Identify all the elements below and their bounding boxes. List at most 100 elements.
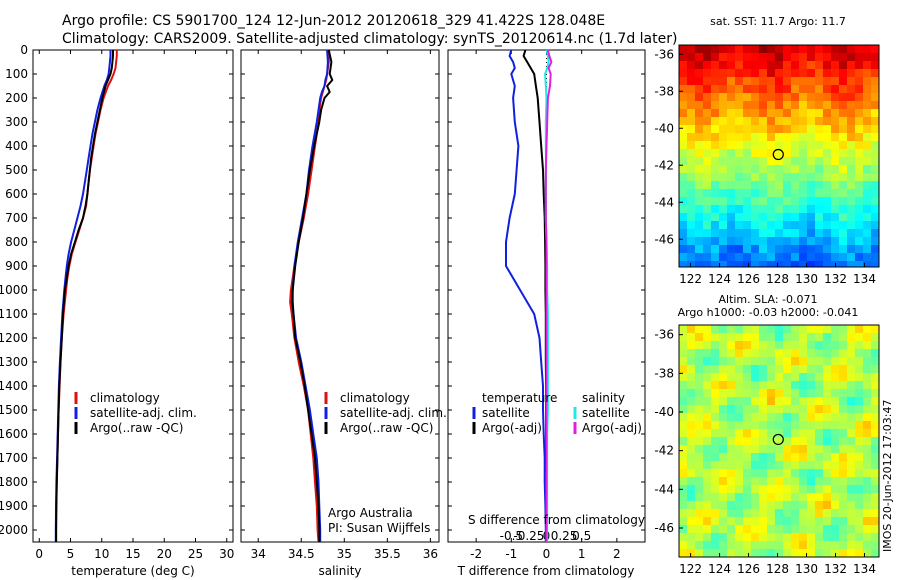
map-cell xyxy=(871,213,879,222)
map-cell xyxy=(711,245,720,254)
map-cell xyxy=(751,333,760,342)
map-cell xyxy=(799,261,808,267)
map-cell xyxy=(807,341,816,350)
legend-t-argo: Argo(-adj) xyxy=(482,421,542,435)
map-cell xyxy=(855,101,864,110)
map-cell xyxy=(855,93,864,102)
map-cell xyxy=(815,181,824,190)
map-cell xyxy=(799,93,808,102)
map-cell xyxy=(783,245,792,254)
map-cell xyxy=(719,485,728,494)
map-cell xyxy=(703,221,712,230)
ytick-label-depth: 1500 xyxy=(0,403,28,417)
map-cell xyxy=(783,485,792,494)
map-cell xyxy=(695,181,704,190)
map-cell xyxy=(799,533,808,542)
ytick-label-depth: 800 xyxy=(5,235,28,249)
map-cell xyxy=(735,477,744,486)
map-cell xyxy=(719,549,728,557)
map-cell xyxy=(863,125,872,134)
map-cell xyxy=(807,485,816,494)
map-cell xyxy=(807,453,816,462)
map-cell xyxy=(831,445,840,454)
map-cell xyxy=(751,165,760,174)
map-cell xyxy=(735,197,744,206)
map-cell xyxy=(703,389,712,398)
header-line1: Argo profile: CS 5901700_124 12-Jun-2012… xyxy=(62,13,605,29)
map-cell xyxy=(679,85,688,94)
map-cell xyxy=(719,525,728,534)
map-cell xyxy=(759,237,768,246)
map-cell xyxy=(711,389,720,398)
map-cell xyxy=(711,325,720,334)
map-cell xyxy=(695,453,704,462)
ytick-label-depth: 1800 xyxy=(0,475,28,489)
map-cell xyxy=(831,341,840,350)
map-cell xyxy=(831,61,840,70)
ytick-label-depth: 1400 xyxy=(0,379,28,393)
map-cell xyxy=(847,509,856,518)
map-cell xyxy=(863,117,872,126)
map-cell xyxy=(719,85,728,94)
map-cell xyxy=(711,149,720,158)
map-cell xyxy=(871,453,879,462)
map-cell xyxy=(727,149,736,158)
map-cell xyxy=(871,405,879,414)
map-cell xyxy=(871,493,879,502)
map-cell xyxy=(807,85,816,94)
map-cell xyxy=(855,333,864,342)
map-cell xyxy=(775,509,784,518)
xtick-label-temperature: 30 xyxy=(219,547,234,561)
map-cell xyxy=(823,469,832,478)
series-salinity-climatology xyxy=(289,50,330,543)
map-cell xyxy=(815,125,824,134)
map-cell xyxy=(783,341,792,350)
salinity-legend: climatology satellite-adj. clim. Argo(..… xyxy=(324,391,447,535)
map-cell xyxy=(863,405,872,414)
map-cell xyxy=(831,181,840,190)
ytick-label-depth: 1700 xyxy=(0,451,28,465)
map-ytick-label: -38 xyxy=(654,84,674,98)
map-cell xyxy=(703,253,712,262)
map-cell xyxy=(759,493,768,502)
map-cell xyxy=(815,45,824,54)
map-cell xyxy=(743,405,752,414)
map-cell xyxy=(767,397,776,406)
map-cell xyxy=(815,461,824,470)
map-cell xyxy=(703,133,712,142)
map-cell xyxy=(783,381,792,390)
map-cell xyxy=(871,133,879,142)
map-cell xyxy=(847,229,856,238)
map-cell xyxy=(839,205,848,214)
map-xtick-label: 124 xyxy=(708,562,731,576)
map-cell xyxy=(799,461,808,470)
map-cell xyxy=(711,69,720,78)
map-cell xyxy=(815,141,824,150)
map-cell xyxy=(687,341,696,350)
map-cell xyxy=(719,405,728,414)
map-cell xyxy=(727,237,736,246)
map-cell xyxy=(783,373,792,382)
map-cell xyxy=(791,429,800,438)
map-cell xyxy=(863,429,872,438)
map-cell xyxy=(815,525,824,534)
map-cell xyxy=(727,261,736,267)
map-cell xyxy=(847,381,856,390)
map-cell xyxy=(799,349,808,358)
map-cell xyxy=(711,197,720,206)
map-cell xyxy=(687,245,696,254)
map-cell xyxy=(783,133,792,142)
map-cell xyxy=(871,157,879,166)
map-cell xyxy=(759,381,768,390)
map-cell xyxy=(767,421,776,430)
map-cell xyxy=(871,333,879,342)
map-cell xyxy=(855,253,864,262)
map-cell xyxy=(695,509,704,518)
map-cell xyxy=(695,213,704,222)
map-cell xyxy=(711,413,720,422)
map-cell xyxy=(823,85,832,94)
map-cell xyxy=(727,77,736,86)
map-cell xyxy=(823,245,832,254)
map-cell xyxy=(791,173,800,182)
map-cell xyxy=(839,325,848,334)
